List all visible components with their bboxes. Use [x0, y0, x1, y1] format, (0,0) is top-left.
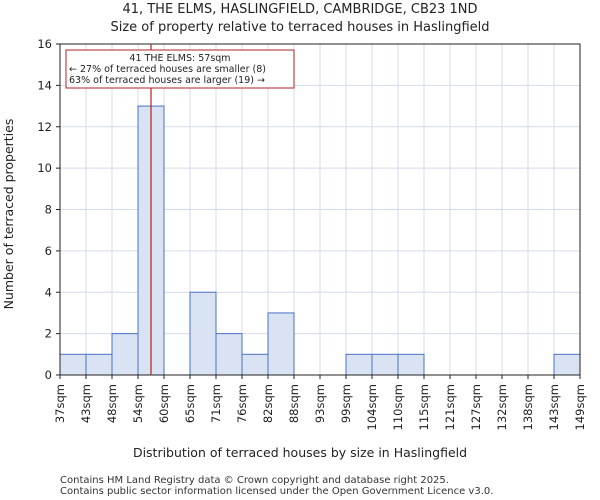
- histogram-bar: [267, 312, 295, 376]
- x-tick-label: 65sqm: [183, 384, 197, 423]
- bars-group: [59, 105, 581, 376]
- x-tick-label: 149sqm: [573, 384, 587, 430]
- histogram-bar: [111, 333, 139, 376]
- chart-title-line2: Size of property relative to terraced ho…: [110, 20, 489, 35]
- x-tick-label: 93sqm: [313, 384, 327, 423]
- x-tick-label: 110sqm: [391, 384, 405, 430]
- y-tick-label: 0: [45, 368, 52, 382]
- x-tick-label: 48sqm: [105, 384, 119, 423]
- x-tick-label: 76sqm: [235, 384, 249, 423]
- histogram-bar: [371, 353, 399, 376]
- histogram-bar: [345, 353, 373, 376]
- annotation-box: [65, 49, 295, 89]
- histogram-bar: [215, 333, 243, 376]
- histogram-bar: [553, 353, 581, 376]
- y-tick-label: 6: [45, 244, 52, 258]
- x-tick-label: 82sqm: [261, 384, 275, 423]
- x-tick-label: 43sqm: [79, 384, 93, 423]
- x-tick-label: 37sqm: [53, 384, 67, 423]
- x-tick-label: 99sqm: [339, 384, 353, 423]
- annotation-line: 41 THE ELMS: 57sqm: [129, 53, 230, 64]
- y-tick-label: 12: [37, 120, 52, 134]
- x-tick-label: 88sqm: [287, 384, 301, 423]
- x-axis-ticks: 37sqm 43sqm 48sqm 54sqm 60sqm 65sqm 71sqm 76sqm…: [53, 375, 587, 430]
- histogram-bar: [189, 291, 217, 376]
- histogram-bar: [85, 353, 113, 376]
- x-axis-label: Distribution of terraced houses by size …: [133, 445, 467, 460]
- y-tick-label: 14: [37, 78, 52, 92]
- annotation-line: 63% of terraced houses are larger (19) →: [69, 75, 265, 86]
- x-tick-label: 60sqm: [157, 384, 171, 423]
- annotation-line: ← 27% of terraced houses are smaller (8): [69, 64, 266, 75]
- property-marker: 41 THE ELMS: 57sqm← 27% of terraced hous…: [65, 44, 295, 375]
- chart-title-line1: 41, THE ELMS, HASLINGFIELD, CAMBRIDGE, C…: [122, 2, 477, 17]
- y-tick-label: 10: [37, 161, 52, 175]
- x-tick-label: 143sqm: [547, 384, 561, 430]
- y-tick-label: 4: [45, 285, 52, 299]
- x-tick-label: 127sqm: [469, 384, 483, 430]
- y-axis-label: Number of terraced properties: [1, 119, 16, 310]
- x-tick-label: 104sqm: [365, 384, 379, 430]
- y-axis-ticks: 0 2 4 6 8 10 12 14 16: [37, 37, 60, 382]
- histogram-bar: [397, 353, 425, 376]
- x-tick-label: 138sqm: [521, 384, 535, 430]
- x-tick-label: 121sqm: [443, 384, 457, 430]
- footer-line1: Contains HM Land Registry data © Crown c…: [60, 475, 449, 486]
- y-tick-label: 2: [45, 327, 52, 341]
- y-tick-label: 16: [37, 37, 52, 51]
- histogram-bar: [59, 353, 87, 376]
- x-tick-label: 132sqm: [495, 384, 509, 430]
- x-tick-label: 115sqm: [417, 384, 431, 430]
- x-tick-label: 54sqm: [131, 384, 145, 423]
- x-tick-label: 71sqm: [209, 384, 223, 423]
- footer-line2: Contains public sector information licen…: [60, 486, 493, 497]
- y-tick-label: 8: [45, 203, 52, 217]
- histogram-bar: [241, 353, 269, 376]
